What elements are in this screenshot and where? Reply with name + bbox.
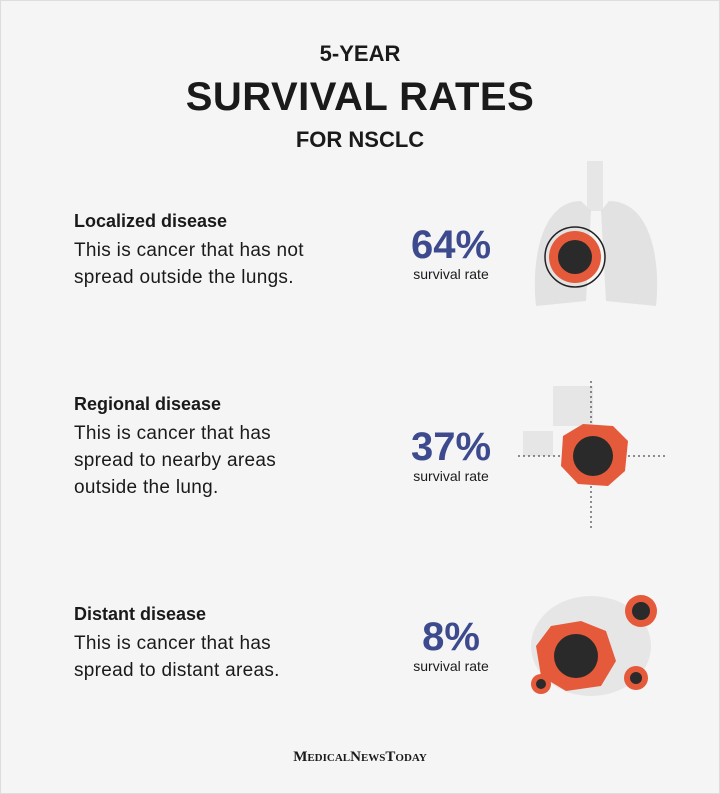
- rate-label: survival rate: [413, 658, 489, 674]
- lung-illustration: [534, 161, 658, 306]
- brand: MedicalNewsToday: [293, 749, 427, 765]
- header-title: SURVIVAL RATES: [185, 75, 535, 119]
- survival-rate: 37%: [410, 425, 492, 469]
- metastasis-illustration: [531, 595, 657, 696]
- item-description: This is cancer that has: [74, 633, 271, 654]
- item-description: outside the lung.: [74, 477, 219, 498]
- header-line: FOR NSCLC: [295, 127, 425, 152]
- item-heading: Localized disease: [74, 211, 228, 231]
- header-line: 5-YEAR: [319, 41, 401, 66]
- rate-label: survival rate: [413, 266, 489, 282]
- item-heading: Distant disease: [74, 604, 207, 624]
- item-description: spread to nearby areas: [74, 450, 276, 471]
- item-description: spread to distant areas.: [74, 660, 280, 681]
- survival-rate: 64%: [410, 223, 492, 267]
- item-description: This is cancer that has: [74, 423, 271, 444]
- item-description: spread outside the lungs.: [74, 267, 294, 288]
- item-description: This is cancer that has not: [74, 240, 304, 261]
- rate-label: survival rate: [413, 468, 489, 484]
- spread-illustration: [518, 381, 665, 531]
- survival-rate: 8%: [422, 615, 480, 659]
- item-heading: Regional disease: [74, 394, 222, 414]
